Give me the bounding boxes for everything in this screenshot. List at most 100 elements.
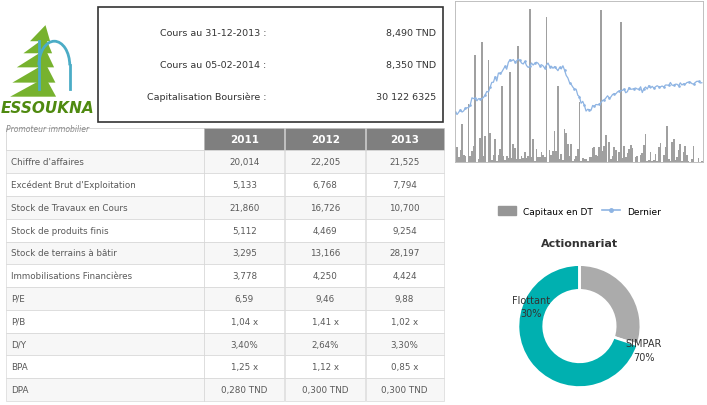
Bar: [556, 151, 557, 163]
Text: 0,85 x: 0,85 x: [391, 362, 419, 371]
Bar: [573, 160, 575, 163]
Wedge shape: [580, 265, 641, 345]
Bar: [285, 333, 365, 356]
Polygon shape: [17, 50, 54, 68]
Bar: [204, 151, 284, 174]
Bar: [542, 156, 544, 163]
Bar: [650, 152, 651, 163]
Bar: [625, 158, 626, 163]
Bar: [519, 160, 521, 163]
Text: 4,424: 4,424: [392, 271, 417, 281]
Text: Chiffre d'affaires: Chiffre d'affaires: [11, 158, 84, 167]
Bar: [366, 378, 444, 401]
Bar: [204, 288, 284, 310]
Text: 28,197: 28,197: [390, 249, 420, 258]
Bar: [602, 152, 603, 163]
Bar: [366, 151, 444, 174]
Text: P/B: P/B: [11, 317, 25, 326]
Bar: [513, 145, 514, 163]
Bar: [585, 160, 587, 163]
Bar: [635, 158, 636, 163]
Text: 2,64%: 2,64%: [312, 340, 339, 349]
Text: 4,469: 4,469: [313, 226, 337, 235]
Bar: [653, 160, 655, 163]
Bar: [285, 219, 365, 242]
Bar: [539, 158, 541, 163]
Text: Cours au 05-02-2014 :: Cours au 05-02-2014 :: [160, 61, 267, 70]
Text: ESSOUKNA: ESSOUKNA: [1, 101, 95, 116]
Bar: [473, 147, 474, 163]
Text: 30 122 6325: 30 122 6325: [376, 93, 436, 102]
Bar: [366, 242, 444, 264]
Bar: [701, 162, 703, 163]
Text: 9,254: 9,254: [392, 226, 417, 235]
Text: 1,12 x: 1,12 x: [312, 362, 339, 371]
Bar: [571, 145, 572, 163]
Bar: [366, 333, 444, 356]
Bar: [552, 151, 554, 163]
Bar: [646, 162, 648, 163]
Bar: [469, 156, 471, 163]
Text: 1,41 x: 1,41 x: [312, 317, 339, 326]
Bar: [614, 147, 615, 163]
Bar: [204, 310, 284, 333]
Bar: [648, 160, 650, 163]
Bar: [6, 196, 204, 219]
Bar: [6, 128, 204, 151]
Bar: [6, 264, 204, 288]
Text: Immobilisations Financières: Immobilisations Financières: [11, 271, 132, 281]
Text: 2012: 2012: [310, 135, 339, 145]
Polygon shape: [10, 78, 56, 98]
Bar: [460, 150, 461, 163]
Bar: [610, 160, 612, 163]
Bar: [522, 159, 524, 163]
Bar: [551, 156, 552, 163]
Bar: [6, 310, 204, 333]
Bar: [698, 159, 699, 163]
Bar: [674, 161, 676, 163]
Text: 5,112: 5,112: [232, 226, 257, 235]
Polygon shape: [30, 26, 50, 42]
Bar: [561, 154, 562, 163]
Bar: [636, 157, 638, 163]
Bar: [679, 145, 681, 163]
Bar: [621, 159, 624, 163]
Bar: [518, 47, 519, 163]
Bar: [474, 56, 476, 163]
Bar: [461, 125, 463, 163]
Bar: [557, 87, 559, 163]
Text: 3,778: 3,778: [232, 271, 257, 281]
Bar: [582, 159, 583, 163]
Bar: [503, 157, 504, 163]
Bar: [524, 152, 526, 163]
Text: 22,205: 22,205: [310, 158, 340, 167]
Bar: [660, 144, 661, 163]
Bar: [463, 156, 464, 163]
Bar: [562, 160, 563, 163]
Bar: [504, 161, 506, 163]
Text: 2011: 2011: [230, 135, 259, 145]
Text: Flottant: Flottant: [513, 296, 551, 305]
Bar: [501, 86, 503, 163]
Bar: [681, 161, 683, 163]
Bar: [684, 147, 686, 163]
Text: Promoteur immobilier: Promoteur immobilier: [6, 125, 89, 134]
Polygon shape: [12, 64, 55, 83]
Bar: [494, 139, 496, 163]
Legend: Capitaux en DT, Dernier: Capitaux en DT, Dernier: [494, 203, 665, 220]
Text: 10,700: 10,700: [390, 203, 420, 212]
Text: Cours au 31-12-2013 :: Cours au 31-12-2013 :: [160, 29, 267, 38]
Bar: [6, 333, 204, 356]
Bar: [204, 219, 284, 242]
Bar: [366, 356, 444, 378]
Bar: [671, 142, 673, 163]
Bar: [204, 174, 284, 196]
Bar: [529, 10, 531, 163]
Text: 20,014: 20,014: [229, 158, 259, 167]
Text: DPA: DPA: [11, 385, 28, 394]
Bar: [498, 156, 499, 163]
Bar: [666, 126, 668, 163]
Bar: [516, 159, 518, 163]
Text: 3,295: 3,295: [232, 249, 257, 258]
Bar: [536, 149, 537, 163]
